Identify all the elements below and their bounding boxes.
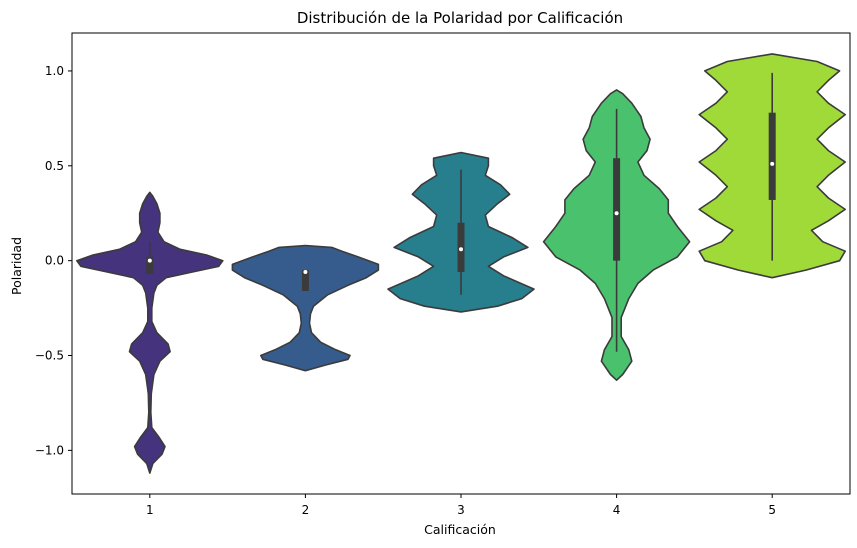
median-dot-2	[303, 270, 308, 275]
violin-1	[76, 191, 224, 474]
y-tick-label: −0.5	[35, 349, 64, 363]
median-dot-1	[147, 258, 152, 263]
iqr-box-5	[768, 112, 776, 200]
iqr-box-4	[613, 158, 621, 261]
y-tick-label: 0.5	[45, 159, 64, 173]
x-tick-label: 1	[146, 503, 154, 517]
x-tick-label: 4	[613, 503, 621, 517]
y-axis-label: Polaridad	[9, 237, 24, 295]
median-dot-4	[614, 211, 619, 216]
y-tick-label: 0.0	[45, 254, 64, 268]
median-dot-3	[459, 247, 463, 252]
x-tick-label: 3	[457, 503, 465, 517]
x-axis-label: Calificación	[424, 522, 496, 537]
iqr-box-1	[146, 256, 154, 274]
violin-2	[231, 244, 380, 372]
x-tick-label: 5	[768, 503, 776, 517]
x-tick-label: 2	[302, 503, 310, 517]
y-axis-ticks: 1.0 0.5 0.0 −0.5 −1.0	[35, 64, 72, 457]
iqr-box-2	[301, 270, 309, 292]
y-tick-label: −1.0	[35, 443, 64, 457]
median-dot-5	[770, 161, 775, 166]
x-axis-ticks: 1 2 3 4 5	[146, 494, 776, 517]
y-tick-label: 1.0	[45, 64, 64, 78]
plot-area	[76, 53, 846, 474]
chart-title: Distribución de la Polaridad por Calific…	[297, 9, 623, 27]
